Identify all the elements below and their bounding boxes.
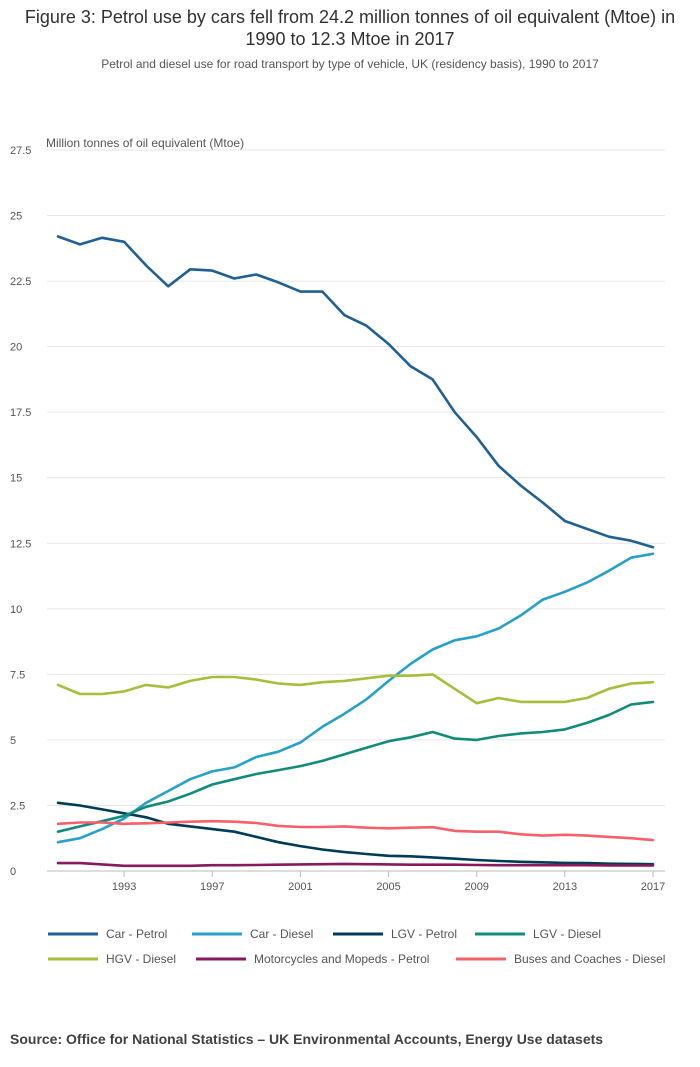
legend-label-motorcycles-and-mopeds-petrol: Motorcycles and Mopeds - Petrol [254, 952, 429, 966]
legend-label-lgv-diesel: LGV - Diesel [533, 927, 601, 941]
series-line-car-petrol [56, 235, 655, 549]
series-line-lgv-diesel [56, 700, 655, 834]
x-axis: 1993 1997 2001 2005 2009 2013 2017 [47, 870, 665, 893]
y-tick-label: 2.5 [10, 800, 25, 812]
series-line-car-diesel [56, 552, 655, 844]
y-tick-label: 27.5 [10, 145, 31, 157]
x-tick-label: 2005 [376, 881, 400, 893]
y-tick-label: 0 [10, 866, 16, 878]
source-note: Source: Office for National Statistics –… [10, 1031, 604, 1047]
legend-label-hgv-diesel: HGV - Diesel [106, 952, 176, 966]
y-axis: 0 2.5 5 7.5 10 12.5 15 17.5 20 22.5 25 27.5 [10, 145, 31, 878]
series-line-buses-and-coaches-diesel [56, 819, 655, 842]
x-tick-label: 2001 [288, 881, 312, 893]
series-line-lgv-petrol [56, 801, 655, 866]
y-tick-label: 25 [10, 211, 22, 223]
legend-label-lgv-petrol: LGV - Petrol [391, 927, 457, 941]
y-tick-label: 5 [10, 735, 16, 747]
y-tick-label: 20 [10, 342, 22, 354]
x-tick-label: 1997 [200, 881, 224, 893]
y-tick-label: 7.5 [10, 669, 25, 681]
x-tick-label: 2013 [553, 881, 577, 893]
y-tick-label: 10 [10, 604, 22, 616]
y-axis-label: Million tonnes of oil equivalent (Mtoe) [46, 136, 244, 150]
x-tick-label: 1993 [112, 881, 136, 893]
y-tick-label: 12.5 [10, 538, 31, 550]
legend: Car - Petrol Car - Diesel LGV - Petrol LGV … [48, 927, 665, 966]
legend-label-car-petrol: Car - Petrol [106, 927, 167, 941]
series-line-motorcycles-and-mopeds-petrol [56, 861, 655, 868]
series-line-hgv-diesel [56, 673, 655, 705]
chart-subtitle: Petrol and diesel use for road transport… [101, 57, 599, 71]
legend-label-buses-and-coaches-diesel: Buses and Coaches - Diesel [514, 952, 665, 966]
x-tick-label: 2017 [641, 881, 665, 893]
y-tick-label: 22.5 [10, 276, 31, 288]
chart-title: Figure 3: Petrol use by cars fell from 2… [24, 7, 676, 49]
y-tick-label: 17.5 [10, 407, 31, 419]
legend-label-car-diesel: Car - Diesel [250, 927, 313, 941]
series-lines [56, 235, 655, 868]
x-tick-label: 2009 [464, 881, 488, 893]
y-tick-label: 15 [10, 473, 22, 485]
